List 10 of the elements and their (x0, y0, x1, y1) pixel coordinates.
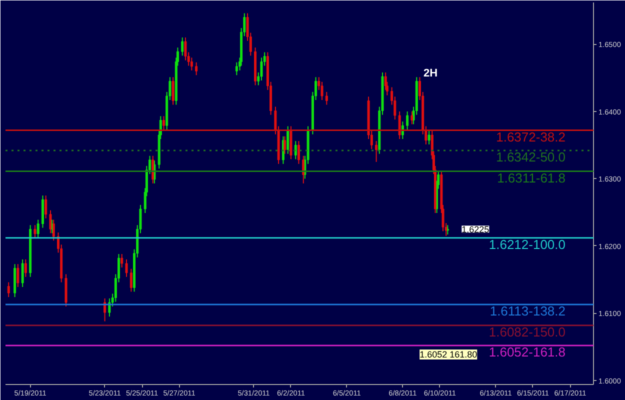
annotation: 1.6225 (462, 224, 490, 235)
ref-line-label: 1.6311-61.8 (497, 170, 566, 186)
ref-line-label: 1.6342-50.0 (496, 149, 566, 164)
text: 2H (424, 68, 438, 80)
ref-line-label: 1.6052-161.8 (488, 344, 566, 360)
ref-line-label: 1.6372-38.2 (496, 129, 566, 144)
ref-line-label: 1.6082-150.0 (488, 324, 566, 340)
ref-line-label: 1.6212-100.0 (488, 236, 566, 252)
annotation: 1.6052 161.80 (420, 349, 478, 360)
ref-line-label: 1.6113-138.2 (490, 303, 566, 318)
